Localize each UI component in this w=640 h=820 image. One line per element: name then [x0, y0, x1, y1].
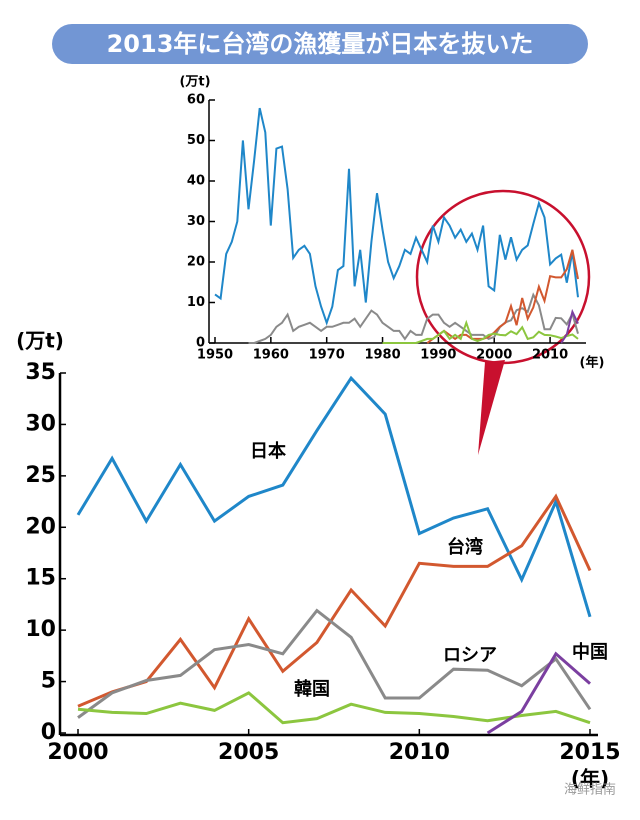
x-tick-label: 1970 — [309, 348, 345, 363]
x-tick-label: 1980 — [364, 348, 400, 363]
series-line — [248, 292, 579, 344]
y-tick-label: 20 — [25, 514, 56, 539]
y-tick-label: 30 — [25, 411, 56, 436]
x-axis-label: (年) — [571, 767, 609, 791]
series-label: 台湾 — [447, 536, 483, 558]
title-banner — [52, 24, 588, 64]
x-tick-label: 2000 — [476, 348, 512, 363]
y-tick-label: 40 — [187, 174, 205, 189]
series-label: 日本 — [250, 440, 286, 462]
inset-x-axis-label: (年) — [580, 355, 605, 371]
callout-pointer — [478, 360, 505, 455]
watermark: 海鲜指南 — [564, 782, 616, 798]
y-tick-label: 25 — [25, 463, 56, 488]
series-line — [77, 691, 591, 725]
series-line — [382, 319, 579, 344]
series-line — [426, 249, 579, 344]
y-tick-label: 0 — [41, 720, 56, 745]
series-label: 韓国 — [294, 678, 330, 700]
y-tick-label: 10 — [25, 617, 56, 642]
x-tick-label: 2005 — [218, 740, 279, 765]
y-tick-label: 50 — [187, 133, 205, 148]
y-tick-label: 10 — [187, 295, 205, 310]
x-tick-label: 1950 — [197, 348, 233, 363]
chart-title: 2013年に台湾の漁獲量が日本を抜いた — [107, 30, 534, 58]
series-line — [214, 107, 579, 326]
series-line — [77, 608, 592, 719]
y-axis-label: (万t) — [16, 329, 64, 353]
y-tick-label: 30 — [187, 214, 205, 229]
series-line — [486, 651, 591, 735]
x-tick-label: 1990 — [420, 348, 456, 363]
series-label: ロシア — [443, 645, 497, 666]
series-label: 中国 — [572, 641, 608, 663]
x-tick-label: 2000 — [47, 740, 108, 765]
y-tick-label: 35 — [25, 360, 56, 385]
series-line — [77, 493, 592, 708]
y-tick-label: 15 — [25, 566, 56, 591]
series-line — [76, 375, 592, 618]
y-tick-label: 20 — [187, 255, 205, 270]
y-tick-label: 60 — [187, 93, 205, 108]
inset-y-axis-label: (万t) — [179, 75, 210, 90]
series-line — [560, 308, 579, 344]
y-tick-label: 0 — [196, 336, 205, 351]
x-tick-label: 1960 — [253, 348, 289, 363]
y-tick-label: 5 — [41, 669, 56, 694]
x-tick-label: 2015 — [559, 740, 620, 765]
x-tick-label: 2010 — [389, 740, 450, 765]
x-tick-label: 2010 — [532, 348, 568, 363]
